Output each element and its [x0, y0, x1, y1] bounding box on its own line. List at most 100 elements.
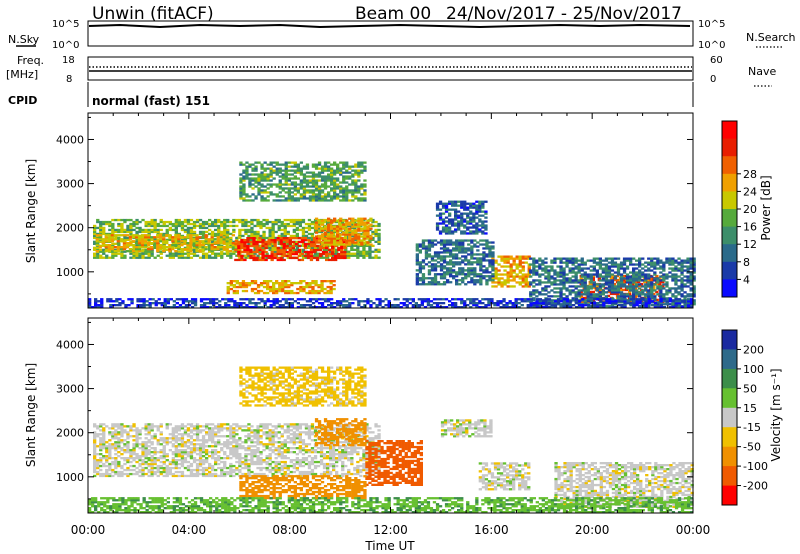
heatmap-cell	[472, 218, 476, 221]
heatmap-cell	[174, 220, 178, 224]
heatmap-cell	[205, 222, 209, 226]
nave-tick-bottom: 0	[710, 74, 716, 85]
heatmap-cell	[321, 239, 326, 242]
heatmap-cell	[313, 254, 318, 257]
heatmap-cell	[317, 221, 322, 224]
heatmap-cell	[263, 177, 267, 180]
heatmap-cell	[317, 191, 322, 194]
heatmap-cell	[295, 220, 299, 224]
nsearch-tick-top: 10^5	[698, 19, 725, 30]
heatmap-cell	[311, 163, 316, 166]
heatmap-cell	[692, 263, 696, 266]
heatmap-cell	[418, 251, 422, 254]
heatmap-cell	[104, 234, 108, 237]
heatmap-cell	[641, 302, 645, 305]
heatmap-cell	[242, 185, 246, 188]
heatmap-cell	[245, 298, 249, 301]
heatmap-cell	[239, 189, 243, 192]
heatmap-cell	[650, 265, 654, 268]
heatmap-cell	[680, 281, 684, 284]
heatmap-cell	[268, 248, 272, 251]
heatmap-cell	[209, 298, 213, 301]
heatmap-cell	[248, 195, 252, 198]
heatmap-cell	[565, 300, 570, 303]
heatmap-cell	[354, 169, 358, 172]
heatmap-cell	[171, 246, 175, 249]
heatmap-cell	[327, 223, 331, 226]
heatmap-cell	[113, 246, 117, 249]
heatmap-cell	[692, 299, 696, 302]
heatmap-cell	[129, 222, 133, 226]
heatmap-cell	[217, 226, 221, 230]
heatmap-cell	[328, 252, 332, 256]
heatmap-cell	[517, 306, 521, 309]
heatmap-cell	[553, 300, 558, 303]
heatmap-cell	[154, 304, 158, 307]
heatmap-cell	[241, 284, 246, 287]
heatmap-cell	[438, 302, 443, 305]
heatmap-cell	[454, 208, 458, 211]
heatmap-cell	[348, 229, 352, 232]
heatmap-cell	[281, 169, 285, 172]
heatmap-cell	[293, 175, 297, 178]
heatmap-cell	[345, 241, 349, 244]
heatmap-cell	[330, 175, 334, 178]
heatmap-cell	[201, 254, 206, 257]
heatmap-cell	[366, 225, 370, 228]
heatmap-cell	[547, 273, 551, 276]
heatmap-cell	[314, 199, 319, 202]
heatmap-cell	[114, 218, 118, 222]
heatmap-cell	[104, 238, 108, 241]
heatmap-cell	[271, 246, 275, 249]
heatmap-cell	[583, 293, 587, 296]
heatmap-cell	[177, 242, 181, 245]
heatmap-cell	[139, 298, 143, 301]
heatmap-cell	[282, 258, 286, 262]
heatmap-cell	[328, 258, 332, 262]
heatmap-cell	[503, 259, 507, 262]
heatmap-cell	[362, 246, 366, 249]
heatmap-cell	[644, 293, 648, 296]
heatmap-cell	[574, 291, 578, 294]
heatmap-cell	[245, 167, 249, 170]
heatmap-cell	[430, 239, 435, 242]
heatmap-cell	[529, 295, 533, 298]
heatmap-cell	[399, 302, 403, 305]
heatmap-cell	[337, 246, 341, 250]
heatmap-cell	[577, 289, 581, 292]
heatmap-cell	[281, 187, 285, 190]
heatmap-cell	[590, 298, 594, 301]
heatmap-cell	[634, 294, 638, 298]
heatmap-cell	[214, 232, 218, 236]
heatmap-cell	[571, 275, 575, 278]
heatmap-cell	[282, 237, 286, 240]
heatmap-cell	[538, 283, 542, 286]
heatmap-cell	[314, 223, 319, 226]
heatmap-cell	[503, 281, 507, 284]
heatmap-cell	[311, 282, 315, 285]
heatmap-cell	[323, 193, 328, 196]
heatmap-cell	[183, 228, 188, 232]
heatmap-cell	[187, 300, 192, 303]
heatmap-cell	[334, 256, 338, 260]
heatmap-cell	[444, 216, 449, 219]
heatmap-cell	[330, 163, 334, 166]
heatmap-cell	[472, 300, 476, 303]
heatmap-cell	[219, 242, 223, 245]
heatmap-cell	[275, 185, 279, 188]
heatmap-cell	[345, 199, 349, 202]
heatmap-cell	[689, 257, 693, 260]
heatmap-cell	[469, 232, 473, 235]
heatmap-cell	[535, 291, 539, 294]
heatmap-cell	[671, 306, 676, 309]
heatmap-cell	[156, 234, 160, 237]
heatmap-cell	[177, 250, 181, 253]
heatmap-cell	[306, 256, 311, 260]
heatmap-cell	[494, 277, 498, 280]
heatmap-cell	[232, 224, 236, 228]
heatmap-cell	[366, 229, 370, 232]
heatmap-cell	[274, 222, 278, 226]
heatmap-cell	[151, 298, 155, 301]
heatmap-cell	[291, 240, 295, 244]
heatmap-cell	[619, 265, 624, 268]
